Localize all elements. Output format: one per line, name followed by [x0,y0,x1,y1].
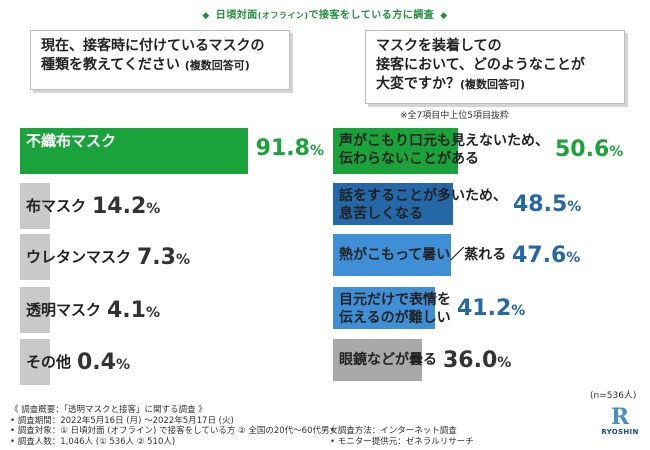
value-number: 36.0 [443,348,498,373]
logo-name: RYOSHIN [601,428,639,436]
value-label-0: 91.8% [256,136,324,161]
value-number: 7.3 [137,245,176,270]
page-header: ◆ 日頃対面(オフライン)で接客をしている方に調査 ◆ [0,6,650,21]
header-title-b: (オフライン) [257,11,309,20]
category-label-right-4: 眼鏡などが曇る [339,351,437,369]
selection-note: ※全7項目中上位5項目抜粋 [400,111,509,121]
question-2-line-2: 接客において、どのようなことが [376,57,585,73]
value-label-right-1: 48.5% [513,192,581,217]
survey-footer: 《 調査概要：「透明マスクと接客」に関する調査 》 • 調査期間：2022年5月… [10,405,338,447]
bar-right-3 [333,287,436,329]
category-label-4: その他 [26,353,72,371]
question-1-line-1: 現在、接客時に付けているマスクの [41,38,265,54]
logo-mark-icon: R [610,404,630,430]
bar-right-1 [333,183,454,225]
category-line-0: 目元だけで表情を [339,292,451,308]
value-percent: % [497,355,512,371]
footer-line-4: • 調査人数：1,046人 (① 536人 ② 510人) [10,436,176,447]
category-line-1: 伝わらないことがある [339,151,479,167]
bar-1 [20,183,50,229]
diamond-right-icon: ◆ [440,11,448,21]
footer-right-line-1: • 調査方法：インターネット調査 [330,426,457,436]
category-label-right-3: 目元だけで表情を 伝えるのが難しい [339,291,451,327]
value-percent: % [146,201,161,217]
bar-right-2 [333,234,452,276]
category-label-0: 不織布マスク [26,132,117,150]
value-number: 91.8 [255,136,310,161]
value-percent: % [566,250,581,266]
category-line-1: 伝えるのが難しい [339,310,451,326]
category-label-right-0: 声がこもり口元も見えないため、 伝わらないことがある [339,132,549,168]
diamond-left-icon: ◆ [202,11,210,21]
value-number: 48.5 [513,192,568,217]
bar-2 [20,234,50,280]
category-line-0: 眼鏡などが曇る [339,352,437,368]
value-label-right-0: 50.6% [555,137,623,162]
value-number: 41.2 [457,296,512,321]
value-label-2: 7.3% [137,245,190,270]
value-number: 0.4 [77,350,116,375]
value-percent: % [145,305,161,321]
value-label-right-3: 41.2% [457,296,525,321]
bar-right-0 [333,128,459,174]
category-line-0: 熱がこもって暑い／蒸れる [339,247,507,263]
question-box-2: マスクを装着しての 接客において、どのようなことが 大変ですか？(複数回答可) [365,30,625,104]
question-2-line-1: マスクを装着しての [376,38,502,54]
sample-size: (n=536人) [590,391,637,401]
category-label-right-2: 熱がこもって暑い／蒸れる [339,246,506,264]
value-percent: % [309,143,324,159]
category-label-2: ウレタンマスク [26,248,132,266]
category-label-right-1: 話をすることが多いため、 息苦しくなる [339,187,507,223]
survey-footer-right: • 調査方法：インターネット調査 • モニター提供元：ゼネラルリサーチ [330,426,474,447]
company-logo: R RYOSHIN [596,406,644,446]
value-label-1: 14.2% [92,194,160,219]
value-label-3: 4.1% [107,298,160,323]
value-number: 50.6 [555,137,610,162]
value-label-right-4: 36.0% [443,348,511,373]
value-number: 4.1 [107,298,146,323]
bar-3 [20,287,50,333]
value-label-4: 0.4% [77,350,130,375]
category-line-1: 息苦しくなる [339,206,423,222]
value-number: 47.6 [512,243,567,268]
question-box-1: 現在、接客時に付けているマスクの 種類を教えてください (複数回答可) [30,30,290,90]
value-number: 14.2 [92,194,147,219]
value-percent: % [511,303,526,319]
bar-right-4 [333,339,423,381]
category-line-0: 声がこもり口元も見えないため、 [339,133,549,149]
header-title-c: で接客をしている方に調査 [308,10,435,21]
question-1-sub: (複数回答可) [184,59,250,72]
question-2-line-3-text: 大変ですか？ [376,76,460,92]
bar-0 [20,128,248,174]
bar-4 [20,339,50,385]
footer-line-1: 《 調査概要：「透明マスクと接客」に関する調査 》 [10,405,207,415]
category-line-0: 話をすることが多いため、 [339,188,507,204]
value-percent: % [115,357,131,373]
footer-line-3: • 調査対象：① 日頃対面 (オフライン) で接客をしている方 ② 全国の20代… [10,426,338,436]
category-label-3: 透明マスク [26,301,102,319]
value-label-right-2: 47.6% [512,243,580,268]
question-1-line-2: 種類を教えてください (複数回答可) [41,56,279,75]
value-percent: % [175,252,191,268]
value-percent: % [609,144,624,160]
value-percent: % [567,199,582,215]
footer-line-2: • 調査期間：2022年5月16日 (月) 〜2022年5月17日 (火) [10,415,234,426]
question-2-line-3: 大変ですか？(複数回答可) [376,75,614,94]
header-title-a: 日頃対面 [215,10,258,21]
question-1-line-2-text: 種類を教えてください [41,57,180,73]
category-label-1: 布マスク [26,197,87,215]
question-2-sub: (複数回答可) [460,78,526,91]
footer-right-line-2: • モニター提供元：ゼネラルリサーチ [330,436,474,447]
